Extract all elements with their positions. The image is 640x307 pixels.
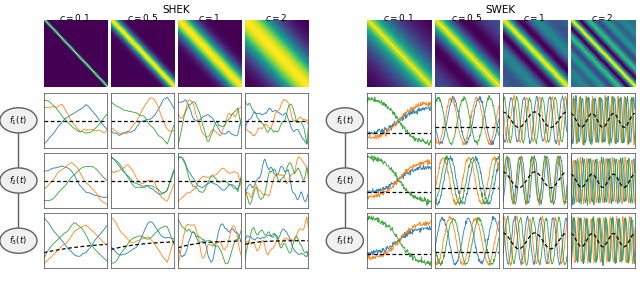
Text: $f_1(t)$: $f_1(t)$ xyxy=(10,114,28,126)
Text: $c=1$: $c=1$ xyxy=(198,12,221,23)
Text: SWEK: SWEK xyxy=(486,5,516,15)
Text: $c=1$: $c=1$ xyxy=(524,12,547,23)
Text: $f_1(t)$: $f_1(t)$ xyxy=(336,114,354,126)
Text: $f_2(t)$: $f_2(t)$ xyxy=(336,174,354,187)
Text: $c=0.1$: $c=0.1$ xyxy=(383,12,415,23)
Text: $c=0.1$: $c=0.1$ xyxy=(60,12,91,23)
Text: SHEK: SHEK xyxy=(162,5,190,15)
Text: $c=2$: $c=2$ xyxy=(591,12,614,23)
Text: $c=0.5$: $c=0.5$ xyxy=(451,12,483,23)
Text: $c=0.5$: $c=0.5$ xyxy=(127,12,158,23)
Text: $f_2(t)$: $f_2(t)$ xyxy=(10,174,28,187)
Text: $f_3(t)$: $f_3(t)$ xyxy=(10,235,28,247)
Text: $f_3(t)$: $f_3(t)$ xyxy=(336,235,354,247)
Text: $c=2$: $c=2$ xyxy=(266,12,288,23)
